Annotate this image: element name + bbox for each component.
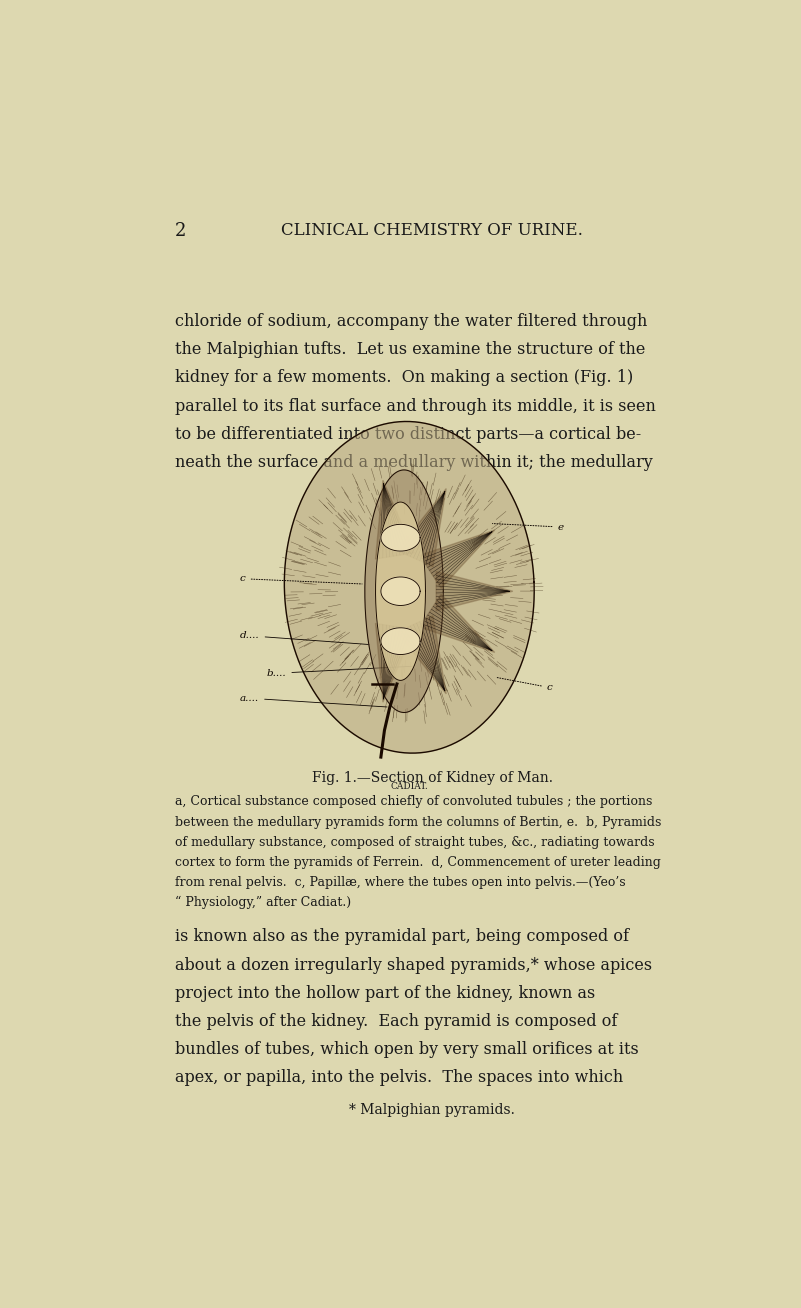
Text: of medullary substance, composed of straight tubes, &c., radiating towards: of medullary substance, composed of stra… xyxy=(175,836,654,849)
Text: c: c xyxy=(496,678,553,692)
Polygon shape xyxy=(397,489,446,566)
Text: 2: 2 xyxy=(175,222,186,241)
Polygon shape xyxy=(381,628,420,654)
Text: apex, or papilla, into the pelvis.  The spaces into which: apex, or papilla, into the pelvis. The s… xyxy=(175,1070,623,1087)
Text: “ Physiology,” after Cadiat.): “ Physiology,” after Cadiat.) xyxy=(175,896,351,909)
Text: the Malpighian tufts.  Let us examine the structure of the: the Malpighian tufts. Let us examine the… xyxy=(175,341,645,358)
Text: from renal pelvis.  c, Papillæ, where the tubes open into pelvis.—(Yeo’s: from renal pelvis. c, Papillæ, where the… xyxy=(175,876,626,889)
Text: Fig. 1.—Section of Kidney of Man.: Fig. 1.—Section of Kidney of Man. xyxy=(312,772,553,785)
Text: * Malpighian pyramids.: * Malpighian pyramids. xyxy=(349,1103,515,1117)
Text: neath the surface and a medullary within it; the medullary: neath the surface and a medullary within… xyxy=(175,454,652,471)
Polygon shape xyxy=(381,577,420,606)
Text: cortex to form the pyramids of Ferrein.  d, Commencement of ureter leading: cortex to form the pyramids of Ferrein. … xyxy=(175,855,661,869)
Text: about a dozen irregularly shaped pyramids,* whose apices: about a dozen irregularly shaped pyramid… xyxy=(175,956,652,973)
Polygon shape xyxy=(284,421,534,753)
Text: is known also as the pyramidal part, being composed of: is known also as the pyramidal part, bei… xyxy=(175,929,629,946)
Polygon shape xyxy=(420,594,495,653)
Text: between the medullary pyramids form the columns of Bertin, e.  b, Pyramids: between the medullary pyramids form the … xyxy=(175,816,661,829)
Text: bundles of tubes, which open by very small orifices at its: bundles of tubes, which open by very sma… xyxy=(175,1041,638,1058)
Text: a....: a.... xyxy=(240,693,387,708)
Polygon shape xyxy=(376,480,414,559)
Text: kidney for a few moments.  On making a section (Fig. 1): kidney for a few moments. On making a se… xyxy=(175,369,633,386)
Text: b....: b.... xyxy=(267,666,412,678)
Text: c: c xyxy=(240,574,362,583)
Text: CADIAT.: CADIAT. xyxy=(391,782,429,791)
Polygon shape xyxy=(381,525,420,551)
Text: e: e xyxy=(493,522,564,531)
Text: d....: d.... xyxy=(240,632,369,645)
Polygon shape xyxy=(376,624,414,702)
Polygon shape xyxy=(397,616,446,693)
Text: the pelvis of the kidney.  Each pyramid is composed of: the pelvis of the kidney. Each pyramid i… xyxy=(175,1014,617,1029)
Polygon shape xyxy=(376,502,425,680)
Text: project into the hollow part of the kidney, known as: project into the hollow part of the kidn… xyxy=(175,985,595,1002)
Polygon shape xyxy=(364,470,443,713)
Text: a, Cortical substance composed chiefly of convoluted tubules ; the portions: a, Cortical substance composed chiefly o… xyxy=(175,795,652,808)
Text: parallel to its flat surface and through its middle, it is seen: parallel to its flat surface and through… xyxy=(175,398,655,415)
Polygon shape xyxy=(437,572,513,611)
Polygon shape xyxy=(420,530,495,589)
Text: to be differentiated into two distinct parts—a cortical be-: to be differentiated into two distinct p… xyxy=(175,426,641,443)
Text: chloride of sodium, accompany the water filtered through: chloride of sodium, accompany the water … xyxy=(175,313,647,330)
Text: CLINICAL CHEMISTRY OF URINE.: CLINICAL CHEMISTRY OF URINE. xyxy=(281,222,583,239)
